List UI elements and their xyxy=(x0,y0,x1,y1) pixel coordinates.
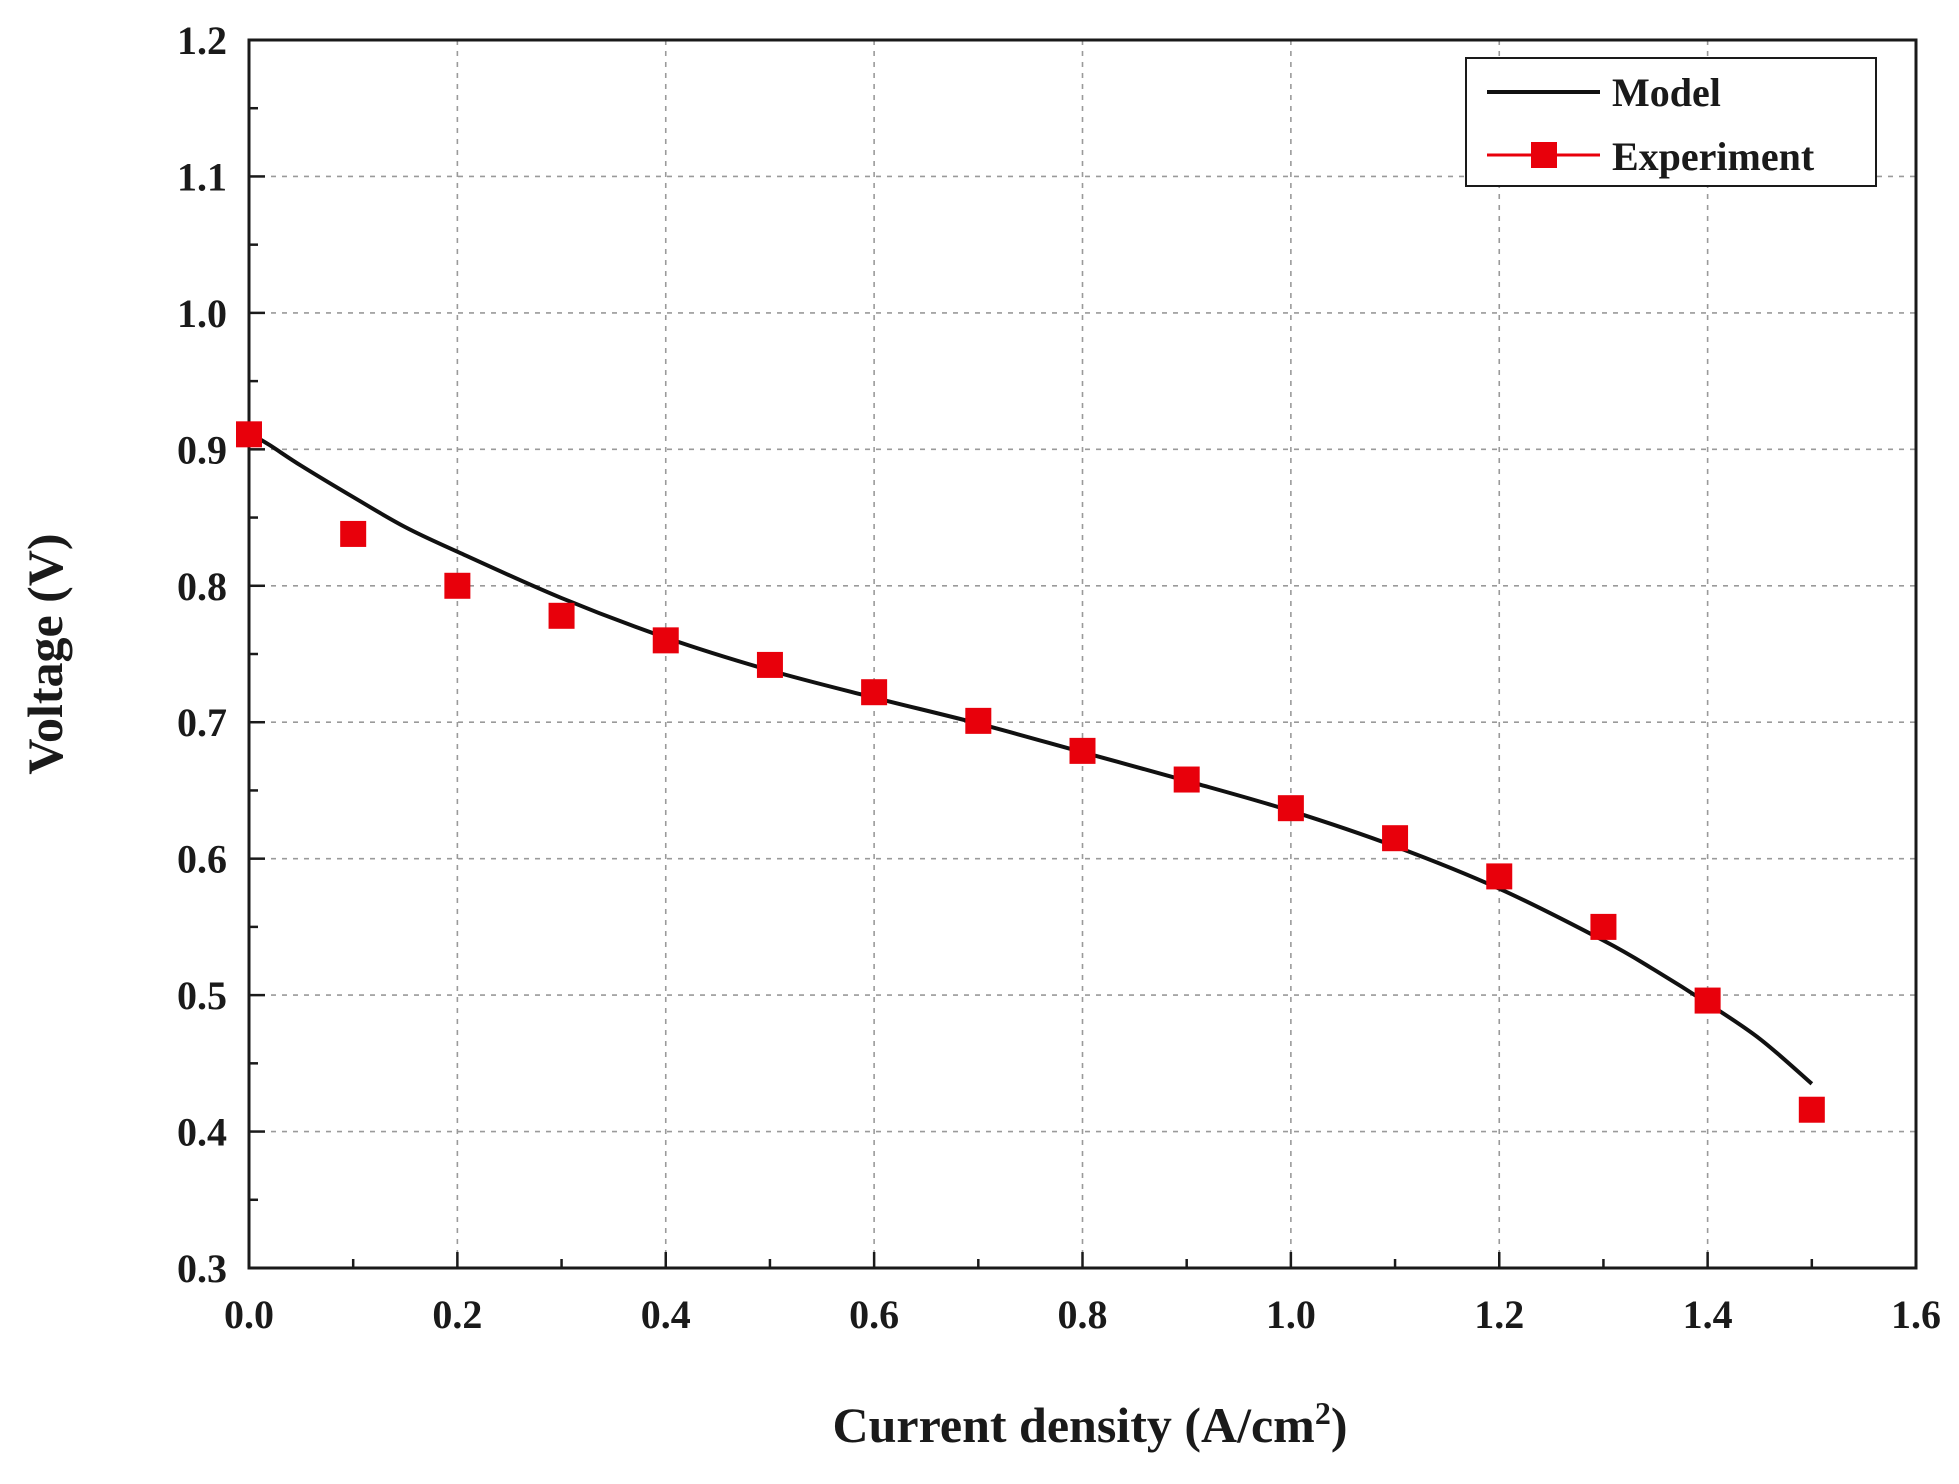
y-axis-title: Voltage (V) xyxy=(17,533,73,774)
y-tick-label: 0.8 xyxy=(177,564,227,609)
y-tick-label: 0.6 xyxy=(177,837,227,882)
experiment-point xyxy=(1173,766,1200,793)
experiment-point xyxy=(1277,795,1304,822)
y-tick-labels: 0.3 0.4 0.5 0.6 0.7 0.8 0.9 1.0 1.1 1.2 xyxy=(177,18,227,1291)
plot-frame xyxy=(247,38,1918,1270)
experiment-point xyxy=(1694,987,1721,1014)
experiment-point xyxy=(965,707,992,734)
series-layer xyxy=(236,421,1825,1123)
legend-experiment-marker xyxy=(1531,142,1557,168)
experiment-point xyxy=(236,421,262,448)
experiment-point xyxy=(444,572,471,599)
x-tick-label: 1.6 xyxy=(1891,1292,1941,1337)
y-tick-label: 0.9 xyxy=(177,427,227,472)
experiment-point xyxy=(861,679,888,706)
y-tick-label: 1.0 xyxy=(177,291,227,336)
x-tick-label: 1.4 xyxy=(1683,1292,1733,1337)
x-tick-labels: 0.0 0.2 0.4 0.6 0.8 1.0 1.2 1.4 1.6 xyxy=(224,1292,1941,1337)
legend-experiment-label: Experiment xyxy=(1612,134,1815,179)
legend-model-label: Model xyxy=(1612,70,1721,115)
x-tick-label: 0.6 xyxy=(849,1292,899,1337)
experiment-point xyxy=(652,627,679,654)
axis-ticks xyxy=(247,38,1918,1270)
x-axis-title-superscript: 2 xyxy=(1315,1395,1331,1431)
series-line-model xyxy=(247,431,1814,1086)
x-axis-title-main: Current density (A/cm xyxy=(832,1397,1314,1453)
y-tick-label: 1.2 xyxy=(177,18,227,63)
experiment-point xyxy=(1382,825,1409,852)
y-tick-label: 0.7 xyxy=(177,700,227,745)
experiment-point xyxy=(1590,913,1617,940)
y-tick-label: 0.4 xyxy=(177,1110,227,1155)
y-tick-label: 0.3 xyxy=(177,1246,227,1291)
x-axis-title: Current density (A/cm2) xyxy=(832,1395,1347,1453)
experiment-point xyxy=(1069,737,1096,764)
x-tick-label: 1.0 xyxy=(1266,1292,1316,1337)
legend: Model Experiment xyxy=(1465,57,1877,187)
experiment-point xyxy=(1798,1096,1825,1123)
experiment-point xyxy=(548,602,575,629)
x-tick-label: 0.0 xyxy=(224,1292,274,1337)
gridlines xyxy=(249,40,1916,1268)
x-tick-label: 0.8 xyxy=(1058,1292,1108,1337)
x-tick-label: 0.4 xyxy=(641,1292,691,1337)
y-tick-label: 0.5 xyxy=(177,973,227,1018)
experiment-point xyxy=(756,651,783,678)
y-tick-label: 1.1 xyxy=(177,154,227,199)
x-axis-title-suffix: ) xyxy=(1331,1397,1348,1453)
x-tick-label: 0.2 xyxy=(432,1292,482,1337)
experiment-point xyxy=(340,520,367,547)
experiment-point xyxy=(1486,863,1513,890)
x-tick-label: 1.2 xyxy=(1474,1292,1524,1337)
